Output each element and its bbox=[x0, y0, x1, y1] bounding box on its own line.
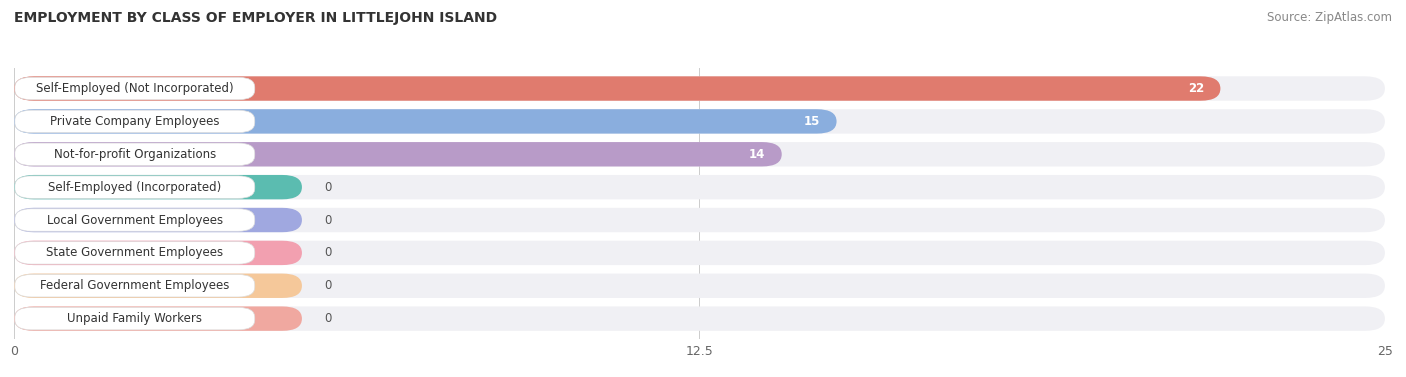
FancyBboxPatch shape bbox=[15, 110, 254, 133]
FancyBboxPatch shape bbox=[15, 307, 254, 330]
Text: State Government Employees: State Government Employees bbox=[46, 247, 224, 259]
FancyBboxPatch shape bbox=[14, 241, 1385, 265]
Text: Self-Employed (Not Incorporated): Self-Employed (Not Incorporated) bbox=[37, 82, 233, 95]
Text: 22: 22 bbox=[1188, 82, 1204, 95]
Text: 0: 0 bbox=[323, 247, 332, 259]
Text: Local Government Employees: Local Government Employees bbox=[46, 213, 224, 227]
FancyBboxPatch shape bbox=[14, 142, 1385, 167]
FancyBboxPatch shape bbox=[14, 109, 837, 133]
Text: 15: 15 bbox=[804, 115, 820, 128]
FancyBboxPatch shape bbox=[15, 143, 254, 166]
Text: Self-Employed (Incorporated): Self-Employed (Incorporated) bbox=[48, 181, 221, 194]
FancyBboxPatch shape bbox=[15, 77, 254, 100]
FancyBboxPatch shape bbox=[15, 242, 254, 264]
FancyBboxPatch shape bbox=[14, 307, 1385, 331]
FancyBboxPatch shape bbox=[15, 209, 254, 231]
FancyBboxPatch shape bbox=[14, 208, 302, 232]
FancyBboxPatch shape bbox=[14, 142, 782, 167]
Text: EMPLOYMENT BY CLASS OF EMPLOYER IN LITTLEJOHN ISLAND: EMPLOYMENT BY CLASS OF EMPLOYER IN LITTL… bbox=[14, 11, 498, 25]
FancyBboxPatch shape bbox=[14, 76, 1220, 101]
FancyBboxPatch shape bbox=[14, 109, 1385, 133]
FancyBboxPatch shape bbox=[14, 274, 1385, 298]
Text: 0: 0 bbox=[323, 279, 332, 292]
Text: 0: 0 bbox=[323, 213, 332, 227]
FancyBboxPatch shape bbox=[14, 241, 302, 265]
FancyBboxPatch shape bbox=[14, 175, 1385, 199]
FancyBboxPatch shape bbox=[14, 307, 302, 331]
Text: 0: 0 bbox=[323, 181, 332, 194]
Text: 0: 0 bbox=[323, 312, 332, 325]
Text: Source: ZipAtlas.com: Source: ZipAtlas.com bbox=[1267, 11, 1392, 24]
FancyBboxPatch shape bbox=[15, 176, 254, 198]
FancyBboxPatch shape bbox=[15, 274, 254, 297]
Text: Not-for-profit Organizations: Not-for-profit Organizations bbox=[53, 148, 217, 161]
Text: 14: 14 bbox=[749, 148, 765, 161]
Text: Private Company Employees: Private Company Employees bbox=[51, 115, 219, 128]
FancyBboxPatch shape bbox=[14, 274, 302, 298]
Text: Federal Government Employees: Federal Government Employees bbox=[41, 279, 229, 292]
Text: Unpaid Family Workers: Unpaid Family Workers bbox=[67, 312, 202, 325]
FancyBboxPatch shape bbox=[14, 208, 1385, 232]
FancyBboxPatch shape bbox=[14, 76, 1385, 101]
FancyBboxPatch shape bbox=[14, 175, 302, 199]
